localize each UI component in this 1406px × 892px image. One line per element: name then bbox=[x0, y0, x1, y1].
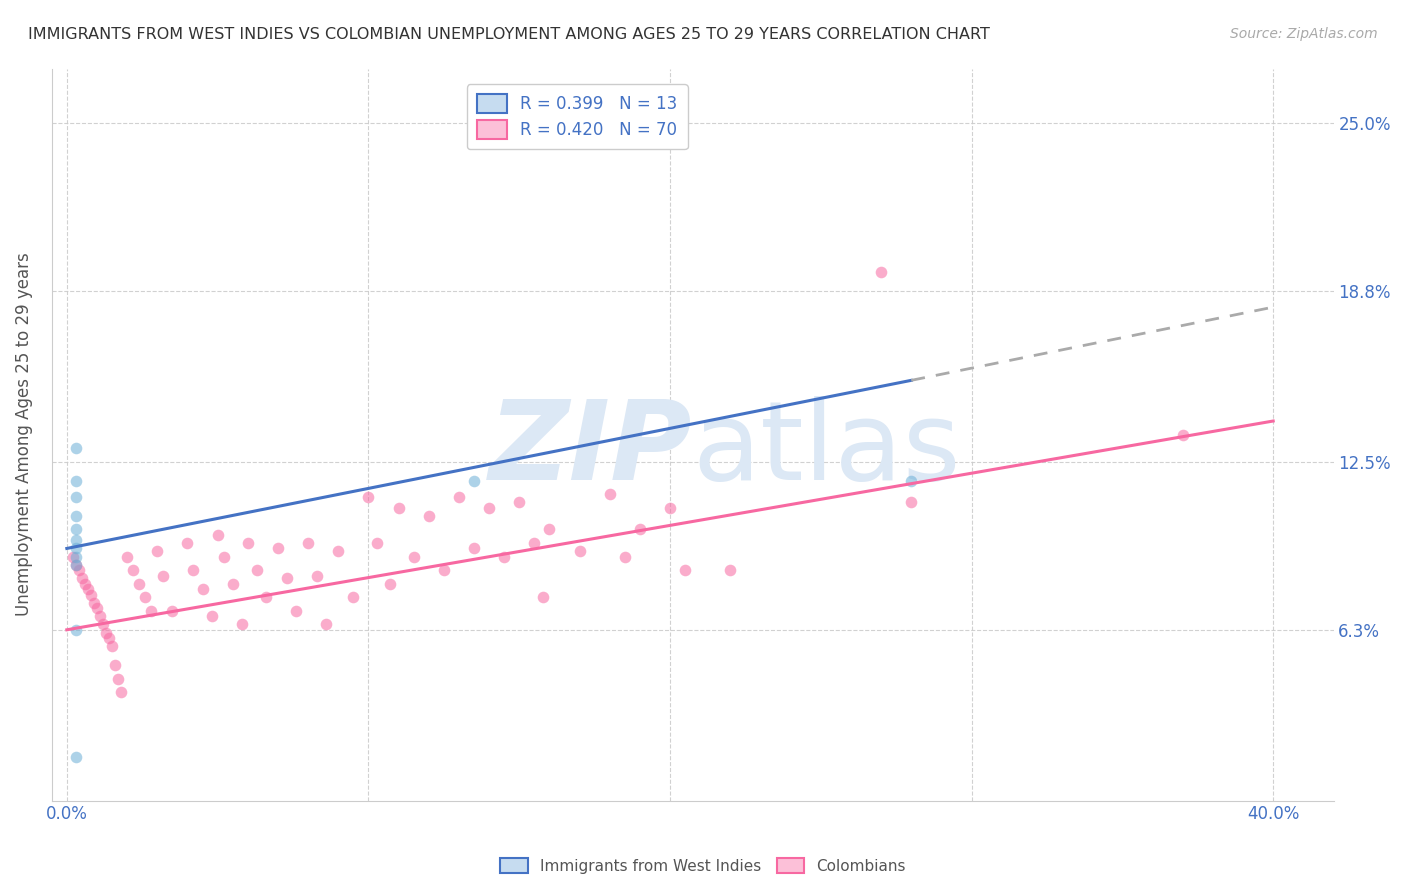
Point bbox=[870, 265, 893, 279]
Point bbox=[89, 609, 111, 624]
Point bbox=[599, 487, 621, 501]
Point bbox=[67, 563, 90, 577]
Point bbox=[83, 596, 105, 610]
Point bbox=[207, 528, 229, 542]
Point bbox=[276, 571, 298, 585]
Point bbox=[659, 500, 682, 515]
Point bbox=[77, 582, 100, 596]
Point bbox=[315, 617, 337, 632]
Point bbox=[297, 536, 319, 550]
Point bbox=[191, 582, 214, 596]
Point bbox=[70, 571, 93, 585]
Point bbox=[328, 544, 350, 558]
Point bbox=[65, 441, 87, 455]
Point bbox=[285, 604, 308, 618]
Point bbox=[387, 500, 409, 515]
Point bbox=[183, 563, 205, 577]
Point bbox=[134, 591, 156, 605]
Point bbox=[86, 601, 108, 615]
Point bbox=[463, 474, 485, 488]
Point bbox=[342, 591, 364, 605]
Point bbox=[433, 563, 456, 577]
Y-axis label: Unemployment Among Ages 25 to 29 years: Unemployment Among Ages 25 to 29 years bbox=[15, 252, 32, 616]
Point bbox=[366, 536, 388, 550]
Point bbox=[222, 576, 245, 591]
Point bbox=[65, 523, 87, 537]
Point bbox=[613, 549, 636, 564]
Point bbox=[673, 563, 696, 577]
Point bbox=[478, 500, 501, 515]
Point bbox=[231, 617, 253, 632]
Point bbox=[538, 523, 561, 537]
Point bbox=[80, 588, 103, 602]
Point bbox=[402, 549, 425, 564]
Point bbox=[236, 536, 259, 550]
Point bbox=[65, 474, 87, 488]
Point bbox=[65, 623, 87, 637]
Point bbox=[568, 544, 591, 558]
Point bbox=[718, 563, 741, 577]
Point bbox=[65, 558, 87, 572]
Point bbox=[212, 549, 235, 564]
Text: Source: ZipAtlas.com: Source: ZipAtlas.com bbox=[1230, 27, 1378, 41]
Point bbox=[418, 508, 440, 523]
Point bbox=[65, 750, 87, 764]
Text: ZIP: ZIP bbox=[489, 396, 693, 503]
Point bbox=[494, 549, 516, 564]
Legend: Immigrants from West Indies, Colombians: Immigrants from West Indies, Colombians bbox=[494, 852, 912, 880]
Point bbox=[146, 544, 169, 558]
Point bbox=[200, 609, 222, 624]
Point bbox=[900, 474, 922, 488]
Point bbox=[65, 490, 87, 504]
Point bbox=[65, 533, 87, 548]
Point bbox=[246, 563, 269, 577]
Point bbox=[91, 617, 114, 632]
Text: atlas: atlas bbox=[693, 396, 962, 503]
Point bbox=[508, 495, 530, 509]
Point bbox=[73, 576, 96, 591]
Text: IMMIGRANTS FROM WEST INDIES VS COLOMBIAN UNEMPLOYMENT AMONG AGES 25 TO 29 YEARS : IMMIGRANTS FROM WEST INDIES VS COLOMBIAN… bbox=[28, 27, 990, 42]
Point bbox=[104, 658, 127, 673]
Point bbox=[152, 568, 174, 582]
Point bbox=[176, 536, 198, 550]
Point bbox=[65, 558, 87, 572]
Point bbox=[65, 549, 87, 564]
Point bbox=[307, 568, 329, 582]
Point bbox=[122, 563, 145, 577]
Point bbox=[447, 490, 470, 504]
Point bbox=[101, 639, 124, 653]
Point bbox=[523, 536, 546, 550]
Point bbox=[94, 625, 117, 640]
Point bbox=[162, 604, 184, 618]
Point bbox=[141, 604, 163, 618]
Point bbox=[107, 672, 129, 686]
Point bbox=[98, 631, 121, 645]
Point bbox=[900, 495, 922, 509]
Point bbox=[628, 523, 651, 537]
Point bbox=[65, 541, 87, 556]
Point bbox=[1171, 427, 1194, 442]
Point bbox=[378, 576, 401, 591]
Point bbox=[128, 576, 150, 591]
Point bbox=[65, 508, 87, 523]
Point bbox=[115, 549, 138, 564]
Point bbox=[62, 549, 84, 564]
Legend: R = 0.399   N = 13, R = 0.420   N = 70: R = 0.399 N = 13, R = 0.420 N = 70 bbox=[467, 84, 688, 149]
Point bbox=[110, 685, 132, 699]
Point bbox=[463, 541, 485, 556]
Point bbox=[254, 591, 277, 605]
Point bbox=[357, 490, 380, 504]
Point bbox=[267, 541, 290, 556]
Point bbox=[531, 591, 554, 605]
